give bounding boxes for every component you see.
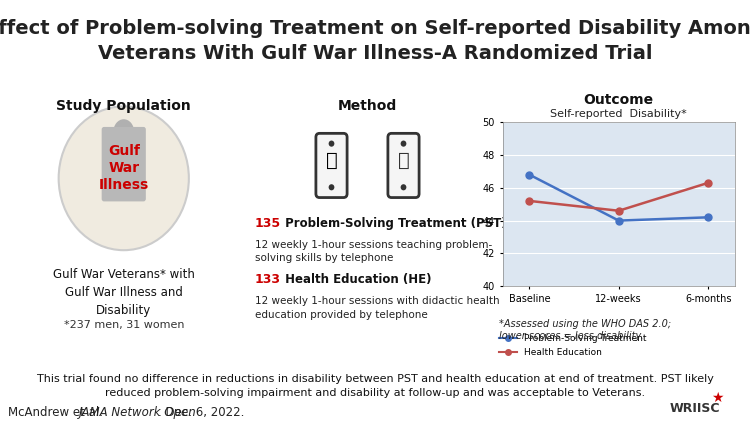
Text: Problem-Solving Treatment (PST): Problem-Solving Treatment (PST) — [281, 217, 507, 230]
Text: Outcome: Outcome — [584, 93, 654, 107]
FancyBboxPatch shape — [316, 133, 347, 197]
Text: Veterans With Gulf War Illness-A Randomized Trial: Veterans With Gulf War Illness-A Randomi… — [98, 44, 652, 63]
Circle shape — [400, 141, 406, 147]
Circle shape — [58, 107, 189, 250]
Text: Health Education (HE): Health Education (HE) — [281, 273, 431, 286]
Text: JAMA Network Open: JAMA Network Open — [79, 406, 197, 419]
Text: 133: 133 — [255, 273, 280, 286]
Text: 👤: 👤 — [398, 151, 410, 170]
Text: WRIISC: WRIISC — [670, 402, 720, 415]
Text: ★: ★ — [711, 391, 724, 405]
Text: Gulf War Veterans* with
Gulf War Illness and
Disability: Gulf War Veterans* with Gulf War Illness… — [53, 268, 195, 317]
Circle shape — [328, 184, 334, 190]
Text: 👤: 👤 — [326, 151, 338, 170]
Text: 135: 135 — [255, 217, 280, 230]
Circle shape — [400, 184, 406, 190]
FancyBboxPatch shape — [388, 133, 419, 197]
Legend: Problem-Solving Treatment, Health Education: Problem-Solving Treatment, Health Educat… — [496, 331, 650, 360]
Text: 12 weekly 1-hour sessions with didactic health
education provided by telephone: 12 weekly 1-hour sessions with didactic … — [255, 296, 500, 320]
Circle shape — [328, 141, 334, 147]
Text: *Assessed using the WHO DAS 2.0;
lower scores = less disability.: *Assessed using the WHO DAS 2.0; lower s… — [499, 320, 670, 341]
Text: 12 weekly 1-hour sessions teaching problem-
solving skills by telephone: 12 weekly 1-hour sessions teaching probl… — [255, 240, 492, 263]
Text: McAndrew et al.: McAndrew et al. — [8, 406, 106, 419]
Text: Gulf
War
Illness: Gulf War Illness — [99, 144, 148, 192]
Text: *237 men, 31 women: *237 men, 31 women — [64, 320, 184, 330]
Ellipse shape — [113, 119, 134, 145]
Title: Self-reported  Disability*: Self-reported Disability* — [550, 109, 687, 119]
Text: Effect of Problem-solving Treatment on Self-reported Disability Among: Effect of Problem-solving Treatment on S… — [0, 19, 750, 38]
Text: Method: Method — [338, 99, 398, 113]
Text: Study Population: Study Population — [56, 99, 191, 113]
Text: . Dec. 6, 2022.: . Dec. 6, 2022. — [158, 406, 244, 419]
Text: This trial found no difference in reductions in disability between PST and healt: This trial found no difference in reduct… — [37, 374, 713, 398]
FancyBboxPatch shape — [102, 127, 146, 201]
